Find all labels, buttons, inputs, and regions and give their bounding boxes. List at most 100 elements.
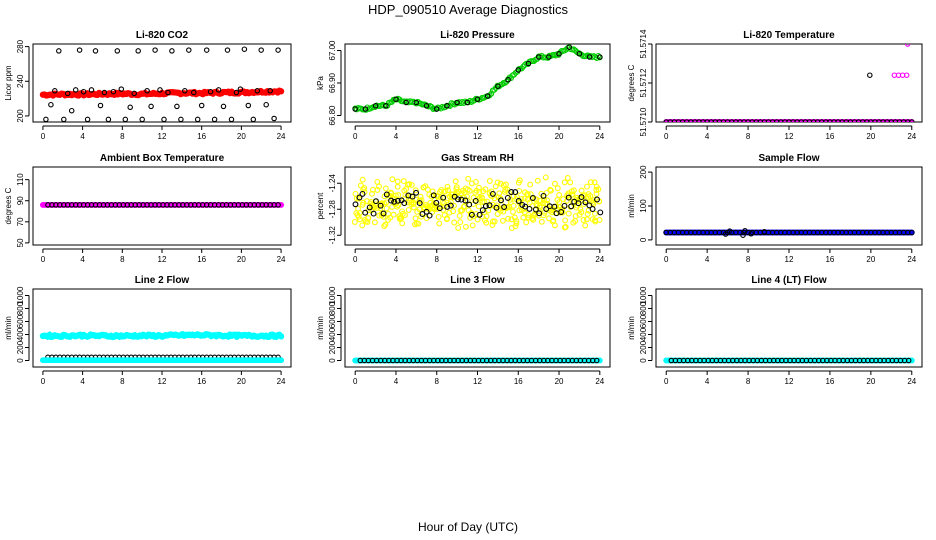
data-point-avg <box>454 99 460 106</box>
data-point-all <box>475 203 482 210</box>
data-point-all <box>460 204 467 210</box>
data-point-avg <box>525 60 532 67</box>
data-point-all <box>441 203 448 210</box>
data-point-all <box>507 199 514 206</box>
data-point-avg <box>888 119 895 122</box>
data-point-avg <box>479 207 486 214</box>
data-point-avg <box>688 119 694 122</box>
y-tick-label: 0 <box>16 358 25 363</box>
panel-title: Ambient Box Temperature <box>100 153 225 164</box>
x-tick-label: 4 <box>394 132 399 141</box>
data-point-avg <box>267 88 273 94</box>
data-point-all <box>359 176 366 183</box>
y-axis-label: ml/min <box>627 316 636 340</box>
data-point-all <box>523 219 530 226</box>
y-axis-label: Licor ppm <box>4 65 13 100</box>
x-tick-label: 16 <box>197 255 206 264</box>
data-point-all <box>435 213 442 220</box>
data-point-avg <box>586 54 593 60</box>
data-point-all <box>469 222 476 229</box>
data-point-avg <box>455 196 461 203</box>
data-point-avg <box>675 119 682 122</box>
plot-points <box>351 174 604 232</box>
data-point-all <box>365 215 372 221</box>
data-point-avg <box>741 119 747 122</box>
data-point-avg <box>203 47 210 53</box>
data-point-avg <box>708 119 714 122</box>
data-point-avg <box>275 47 281 53</box>
data-point-avg <box>383 103 389 109</box>
data-point-avg <box>174 103 180 110</box>
data-point-avg <box>712 119 719 122</box>
y-tick-label: 600 <box>328 314 337 328</box>
y-tick-label: 100 <box>639 199 648 213</box>
data-point-avg <box>519 201 526 208</box>
chart-panel: Gas Stream RH 0 4 8 12 16 20 24 -1.32 -1.28 -1.24p… <box>316 153 611 264</box>
data-point-avg <box>356 194 363 201</box>
data-point-all <box>443 216 450 223</box>
data-point-avg <box>401 200 408 207</box>
chart-panel: Ambient Box Temperature 0 4 8 12 16 20 24 50 70 90… <box>4 153 292 264</box>
data-point-avg <box>110 88 117 95</box>
data-point-all <box>584 211 591 217</box>
data-point-avg <box>864 119 870 122</box>
data-point-avg <box>430 192 437 199</box>
y-tick-label: 800 <box>639 301 648 315</box>
y-tick-label: 110 <box>16 173 25 186</box>
y-tick-label: 66.80 <box>328 105 337 126</box>
data-point-avg <box>810 119 817 122</box>
data-point-all <box>570 187 577 194</box>
data-point-avg <box>135 48 141 54</box>
x-tick-label: 20 <box>866 255 875 264</box>
data-point-avg <box>245 102 252 109</box>
data-point-avg <box>704 119 710 122</box>
y-tick-label: -1.32 <box>328 226 337 245</box>
data-point-avg <box>362 209 369 216</box>
y-tick-label: 200 <box>328 340 337 354</box>
data-point-avg <box>433 199 440 206</box>
data-point-avg <box>186 47 192 53</box>
data-point-avg <box>529 195 536 201</box>
data-point-avg <box>88 87 95 93</box>
data-point-avg <box>198 102 205 109</box>
data-point-avg <box>508 189 515 195</box>
data-point-avg <box>474 96 481 103</box>
data-point-avg <box>724 119 731 122</box>
data-point-avg <box>43 116 49 122</box>
panel-title: Li-820 Temperature <box>743 30 835 41</box>
x-tick-label: 4 <box>394 377 399 386</box>
data-point-avg <box>683 119 690 122</box>
x-tick-label: 8 <box>435 132 440 141</box>
data-point-avg <box>122 116 129 122</box>
data-point-avg <box>72 87 79 93</box>
plot-frame <box>32 166 292 246</box>
data-point-avg <box>254 88 261 94</box>
data-point-avg <box>373 198 379 205</box>
data-point-all <box>567 179 574 186</box>
data-point-all <box>472 178 479 185</box>
data-point-avg <box>561 202 568 209</box>
data-point-all <box>561 179 568 186</box>
data-point-all <box>527 181 534 188</box>
plot-frame <box>655 166 923 246</box>
x-tick-label: 8 <box>435 255 440 264</box>
data-point-all <box>530 216 537 223</box>
data-point-all <box>405 207 412 213</box>
x-tick-label: 20 <box>237 132 246 141</box>
data-point-all <box>502 181 509 188</box>
data-point-all <box>591 179 598 186</box>
data-point-all <box>407 198 413 204</box>
data-point-avg <box>372 103 379 109</box>
x-tick-label: 4 <box>705 377 710 386</box>
x-tick-label: 8 <box>746 377 751 386</box>
data-point-all <box>356 210 363 216</box>
x-tick-label: 16 <box>197 377 206 386</box>
data-point-all <box>556 199 563 206</box>
data-point-avg <box>388 197 395 204</box>
data-point-avg <box>526 205 533 212</box>
data-point-all <box>578 209 585 216</box>
data-point-all <box>544 197 550 204</box>
data-point-all <box>491 218 498 225</box>
data-point-avg <box>593 357 600 364</box>
